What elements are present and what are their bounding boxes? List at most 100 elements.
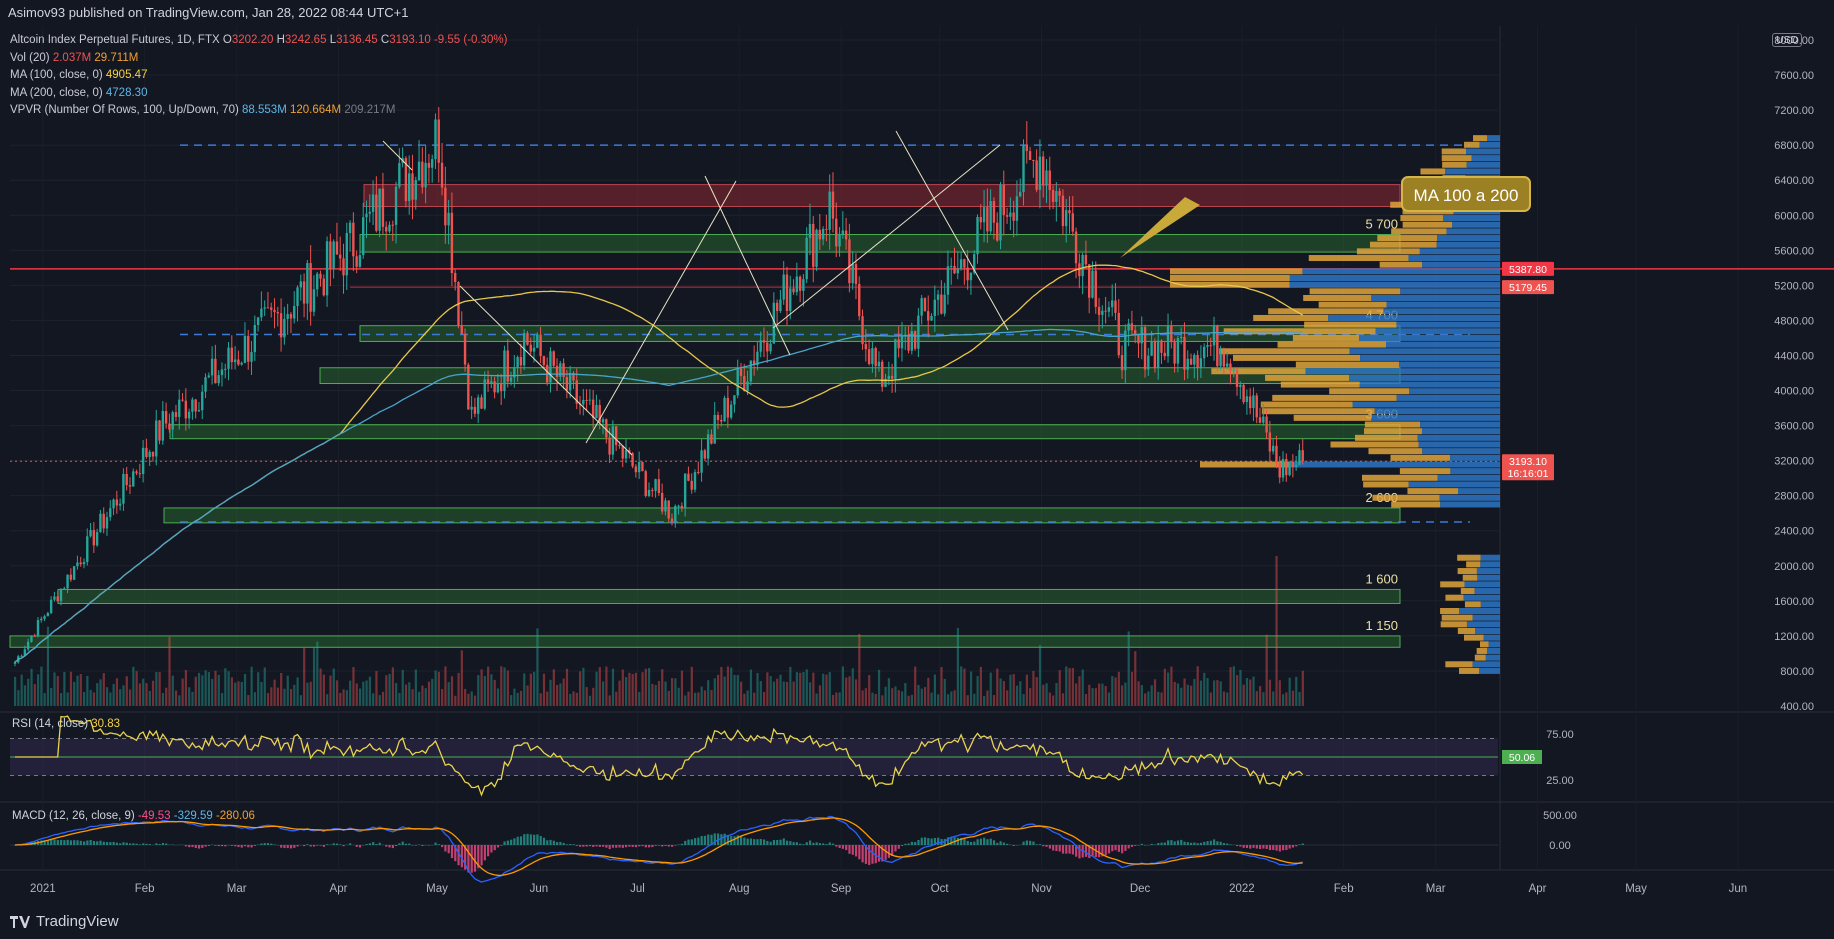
volume-bar	[976, 676, 979, 706]
vpvr-bar-up	[1290, 461, 1500, 468]
candle-body	[329, 241, 332, 269]
macd-histogram-bar	[808, 840, 812, 845]
currency-badge[interactable]: USD	[1772, 33, 1803, 47]
ma200-label[interactable]: MA (200, close, 0)	[10, 86, 103, 99]
volume-bar	[332, 668, 335, 706]
volume-bar	[1262, 692, 1265, 706]
volume-bar	[648, 667, 651, 706]
candle-body	[33, 635, 36, 637]
vol-label[interactable]: Vol (20)	[10, 51, 50, 64]
candle-body	[897, 339, 900, 349]
candle-body	[293, 306, 296, 319]
volume-bar	[979, 666, 982, 706]
ma100-label[interactable]: MA (100, close, 0)	[10, 69, 103, 81]
candle-body	[1078, 263, 1081, 277]
macd-histogram-bar	[858, 845, 861, 860]
volume-bar	[421, 685, 424, 706]
volume-bar	[621, 669, 624, 706]
macd-histogram-bar	[96, 841, 99, 845]
volume-bar	[286, 675, 289, 706]
macd-histogram-bar	[266, 843, 270, 845]
macd-histogram-bar	[697, 837, 700, 845]
volume-bar	[30, 668, 33, 706]
macd-histogram-bar	[296, 845, 299, 847]
volume-bar	[946, 694, 950, 706]
candle-body	[490, 381, 493, 384]
candle-body	[677, 505, 680, 507]
candle-body	[634, 466, 638, 473]
candle-body	[1258, 417, 1262, 423]
macd-histogram-bar	[1042, 845, 1045, 847]
macd-histogram-bar	[1032, 841, 1035, 845]
candle-body	[844, 230, 848, 240]
trendline	[459, 285, 633, 456]
candle-body	[421, 161, 424, 188]
candle-body	[808, 223, 812, 238]
macd-histogram-bar	[273, 844, 276, 845]
macd-histogram-bar	[46, 840, 50, 845]
macd-histogram-bar	[674, 845, 677, 846]
candle-body	[332, 241, 335, 269]
macd-label[interactable]: MACD (12, 26, close, 9)	[12, 810, 135, 822]
candle-body	[1206, 345, 1209, 347]
vpvr-bar-down	[1369, 241, 1437, 248]
candle-body	[82, 561, 86, 565]
volume-bar	[1127, 631, 1130, 706]
macd-histogram-bar	[309, 845, 312, 847]
volume-bar	[894, 686, 897, 706]
candle-body	[253, 325, 257, 353]
volume-bar	[138, 683, 142, 706]
candle-body	[141, 447, 145, 474]
volume-bar	[480, 669, 483, 706]
volume-bar	[1288, 677, 1291, 706]
candle-body	[762, 340, 766, 343]
macd-histogram-bar	[556, 842, 559, 845]
volume-bar	[533, 671, 536, 706]
macd-histogram-bar	[355, 845, 358, 847]
macd-histogram-bar	[1222, 842, 1226, 845]
candle-body	[1055, 191, 1058, 202]
macd-histogram-bar	[703, 835, 707, 845]
macd-histogram-bar	[1268, 845, 1272, 851]
volume-bar	[848, 676, 851, 706]
candle-body	[953, 265, 956, 274]
chart-canvas[interactable]: 800.00 1200.00 1600.00 2000.00 2400.00 2800.0…	[0, 0, 1834, 905]
macd-histogram-bar	[585, 845, 588, 847]
tradingview-logo[interactable]: TradingView	[10, 913, 119, 930]
macd-histogram-bar	[1107, 845, 1111, 854]
volume-bar	[907, 695, 910, 706]
candle-body	[394, 186, 398, 225]
candle-body	[296, 287, 299, 307]
candle-body	[920, 298, 923, 316]
macd-histogram-bar	[720, 834, 723, 845]
macd-histogram-bar	[667, 845, 670, 847]
candle-body	[56, 596, 59, 602]
vpvr-label[interactable]: VPVR (Number Of Rows, 100, Up/Down, 70)	[10, 104, 239, 116]
vpvr-bar-up	[1485, 654, 1500, 661]
candle-body	[184, 400, 188, 419]
volume-bar	[467, 693, 470, 706]
candle-body	[608, 437, 611, 455]
candle-body	[598, 404, 601, 423]
volume-bar	[723, 676, 726, 706]
macd-histogram-bar	[792, 842, 795, 845]
candle-body	[1255, 395, 1258, 418]
volume-bar	[227, 671, 230, 706]
candle-body	[480, 397, 483, 409]
vpvr-bar-up	[1408, 481, 1500, 488]
vpvr-bar-up	[1472, 614, 1500, 621]
rsi-label[interactable]: RSI (14, close)	[12, 718, 89, 730]
symbol-title[interactable]: Altcoin Index Perpetual Futures, 1D, FTX	[10, 34, 220, 46]
candle-body	[92, 529, 96, 546]
volume-bar	[789, 666, 792, 706]
macd-histogram-bar	[766, 840, 769, 845]
vpvr-bar-up	[1450, 454, 1500, 461]
volume-bar	[904, 683, 907, 706]
candle-body	[453, 273, 457, 282]
macd-histogram-bar	[1127, 845, 1130, 849]
volume-bar	[1186, 684, 1189, 706]
candle-body	[161, 411, 165, 441]
rsi-tick-label: 25.00	[1546, 775, 1574, 787]
vpvr-bar-up	[1477, 574, 1500, 581]
candle-body	[858, 283, 861, 317]
